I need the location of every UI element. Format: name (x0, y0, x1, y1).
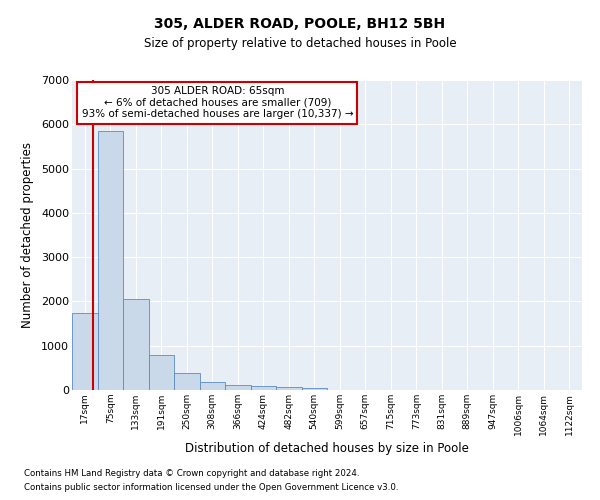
Bar (123, 299, 149, 390)
Bar (302, 388, 327, 390)
Text: 305, ALDER ROAD, POOLE, BH12 5BH: 305, ALDER ROAD, POOLE, BH12 5BH (154, 18, 446, 32)
Bar (72, 312, 97, 390)
Text: Size of property relative to detached houses in Poole: Size of property relative to detached ho… (143, 38, 457, 51)
Text: 305 ALDER ROAD: 65sqm
← 6% of detached houses are smaller (709)
93% of semi-deta: 305 ALDER ROAD: 65sqm ← 6% of detached h… (82, 86, 353, 120)
Bar (276, 388, 302, 390)
Bar (97, 131, 123, 390)
Bar (225, 384, 251, 390)
Bar (199, 382, 225, 390)
Bar (251, 386, 276, 390)
Y-axis label: Number of detached properties: Number of detached properties (21, 142, 34, 328)
Bar (149, 354, 174, 390)
X-axis label: Distribution of detached houses by size in Poole: Distribution of detached houses by size … (185, 442, 469, 455)
Text: Contains public sector information licensed under the Open Government Licence v3: Contains public sector information licen… (24, 484, 398, 492)
Bar (174, 373, 199, 390)
Text: Contains HM Land Registry data © Crown copyright and database right 2024.: Contains HM Land Registry data © Crown c… (24, 468, 359, 477)
